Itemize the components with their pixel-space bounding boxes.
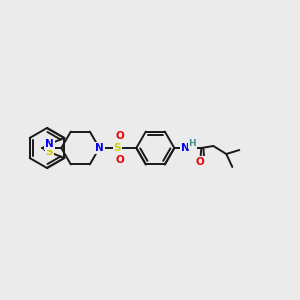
- Text: N: N: [45, 139, 54, 149]
- Text: H: H: [188, 140, 196, 148]
- Text: O: O: [116, 155, 125, 165]
- Text: O: O: [196, 157, 205, 167]
- Text: O: O: [116, 131, 125, 141]
- Text: N: N: [95, 143, 104, 153]
- Text: N: N: [181, 143, 190, 153]
- Text: S: S: [114, 143, 121, 153]
- Text: S: S: [46, 147, 53, 157]
